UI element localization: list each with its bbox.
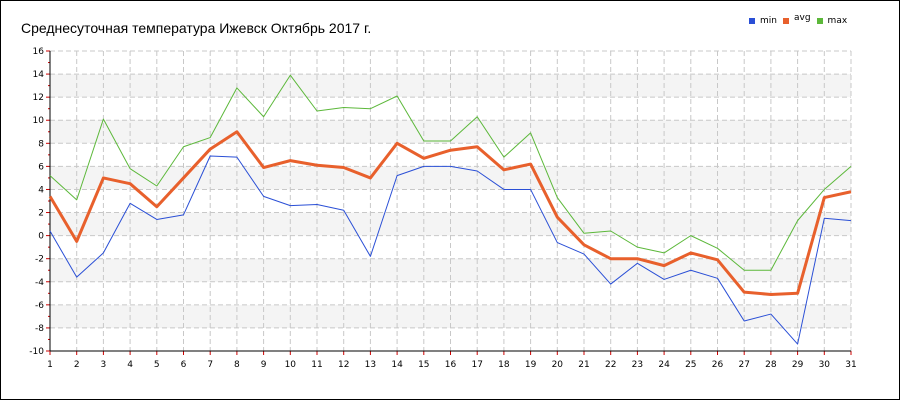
series-line-avg [48, 130, 852, 296]
x-tick-label: 30 [819, 360, 831, 370]
x-tick-label: 22 [605, 360, 616, 370]
x-tick-label: 1 [47, 360, 53, 370]
legend: min avg max [749, 13, 853, 26]
legend-swatch-avg [782, 18, 789, 24]
x-tick-label: 17 [471, 360, 482, 370]
legend-item-avg: avg [782, 13, 811, 26]
y-tick-label: -4 [35, 278, 44, 288]
x-tick-label: 23 [632, 360, 643, 370]
series-line-min [49, 155, 852, 345]
y-tick-label: 0 [38, 232, 44, 242]
x-tick-label: 16 [445, 360, 457, 370]
grid-band [50, 166, 851, 190]
y-tick-label: 12 [33, 93, 44, 103]
x-tick-label: 31 [845, 360, 856, 370]
y-tick-label: 14 [33, 70, 45, 80]
x-tick-label: 4 [127, 360, 133, 370]
legend-label-avg: avg [793, 13, 811, 23]
y-tick-label: 2 [38, 209, 44, 219]
x-tick-label: 13 [365, 360, 376, 370]
x-tick-label: 6 [181, 360, 187, 370]
x-tick-label: 15 [418, 360, 429, 370]
series-line-max [49, 74, 852, 271]
y-tick-label: 8 [38, 139, 44, 149]
x-tick-label: 28 [765, 360, 777, 370]
x-tick-label: 14 [391, 360, 403, 370]
x-tick-label: 9 [261, 360, 267, 370]
x-tick-label: 3 [101, 360, 107, 370]
y-tick-label: -8 [35, 324, 44, 334]
x-tick-label: 26 [712, 360, 724, 370]
x-tick-label: 12 [338, 360, 349, 370]
y-tick-label: 10 [33, 116, 45, 126]
legend-item-min: min [749, 16, 777, 26]
y-tick-label: 4 [38, 185, 44, 195]
y-tick-label: -10 [29, 347, 44, 357]
x-tick-label: 21 [578, 360, 589, 370]
x-tick-label: 18 [498, 360, 510, 370]
x-tick-label: 5 [154, 360, 160, 370]
x-tick-label: 20 [552, 360, 564, 370]
y-tick-label: -2 [35, 255, 44, 265]
legend-item-max: max [816, 16, 848, 26]
x-tick-label: 27 [738, 360, 749, 370]
grid-band [50, 212, 851, 236]
legend-label-max: max [827, 16, 848, 26]
x-tick-label: 24 [658, 360, 670, 370]
x-tick-label: 2 [74, 360, 80, 370]
y-tick-label: 6 [38, 162, 44, 172]
legend-label-min: min [760, 16, 777, 26]
chart-title: Среднесуточная температура Ижевск Октябр… [21, 20, 372, 36]
x-tick-label: 8 [234, 360, 240, 370]
legend-swatch-min [749, 18, 755, 24]
x-tick-label: 10 [285, 360, 297, 370]
x-tick-label: 19 [525, 360, 537, 370]
x-tick-label: 29 [792, 360, 804, 370]
x-tick-label: 25 [685, 360, 696, 370]
legend-swatch-max [816, 18, 823, 24]
y-tick-label: 16 [33, 47, 45, 57]
x-tick-label: 11 [311, 360, 322, 370]
x-tick-label: 7 [207, 360, 213, 370]
y-tick-label: -6 [35, 301, 44, 311]
